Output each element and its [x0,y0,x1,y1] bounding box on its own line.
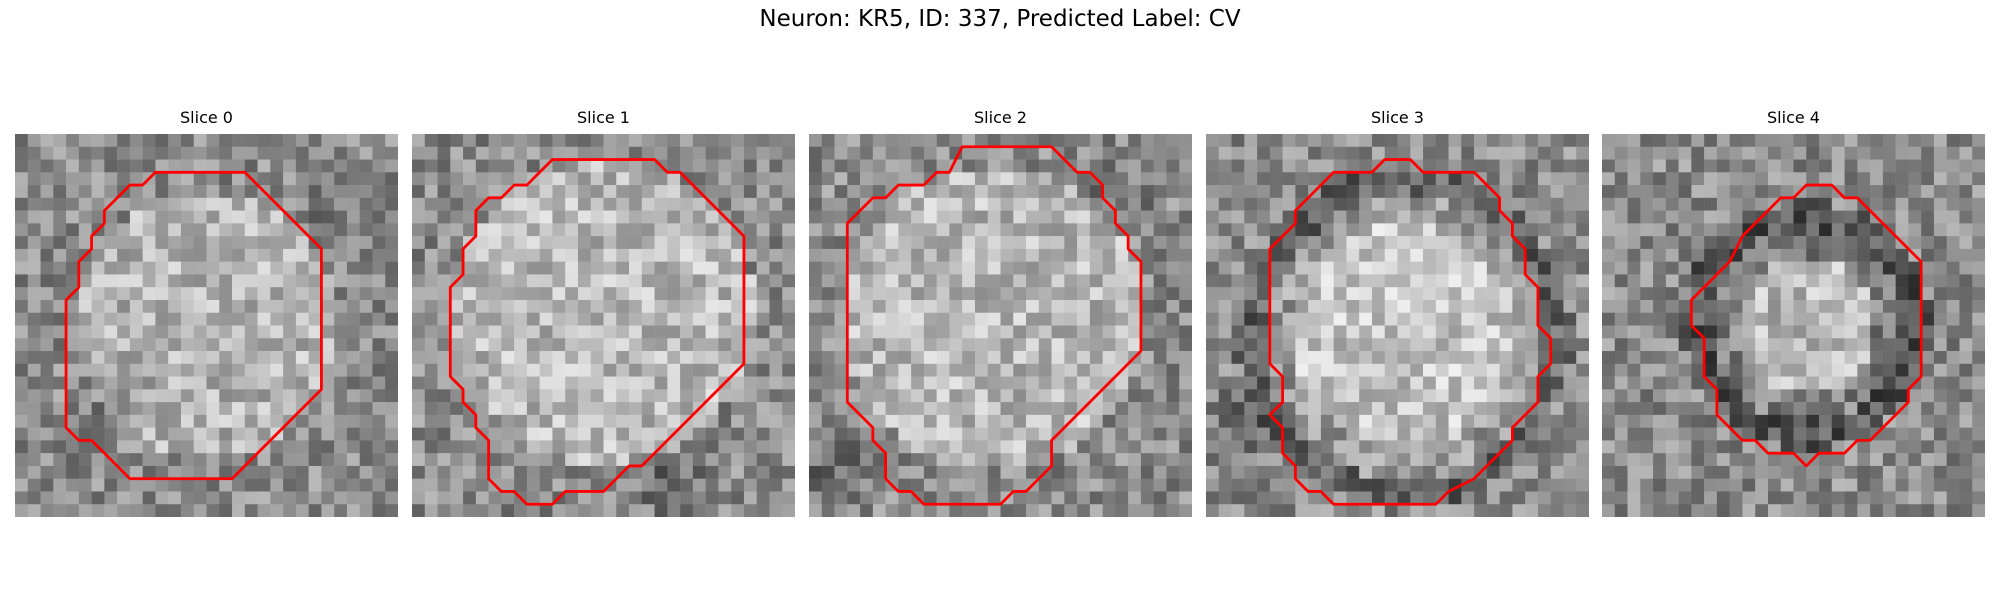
slice-panel-1: Slice 1 [412,108,795,518]
micrograph-pixels-3 [1206,134,1589,517]
micrograph-pixels-2 [809,134,1192,517]
slice-title-2: Slice 2 [974,108,1027,127]
slice-image-0 [15,134,398,517]
slice-title-3: Slice 3 [1371,108,1424,127]
slice-title-0: Slice 0 [180,108,233,127]
cell-contour-4 [1689,183,1923,468]
slice-image-1 [412,134,795,517]
cell-contour-3 [1268,158,1553,506]
slice-image-4 [1602,134,1985,517]
micrograph-pixels-0 [15,134,398,517]
slice-panel-2: Slice 2 [809,108,1192,518]
micrograph-pixels-4 [1602,134,1985,517]
slice-image-2 [809,134,1192,517]
cell-contour-2 [845,145,1143,506]
slice-panel-4: Slice 4 [1602,108,1985,518]
slice-panel-0: Slice 0 [15,108,398,518]
slice-image-3 [1206,134,1589,517]
cell-contour-1 [448,158,746,506]
micrograph-pixels-1 [412,134,795,517]
slice-title-1: Slice 1 [577,108,630,127]
figure-title: Neuron: KR5, ID: 337, Predicted Label: C… [759,6,1241,32]
slice-panel-3: Slice 3 [1206,108,1589,518]
cell-contour-0 [64,170,323,481]
slice-title-4: Slice 4 [1767,108,1820,127]
